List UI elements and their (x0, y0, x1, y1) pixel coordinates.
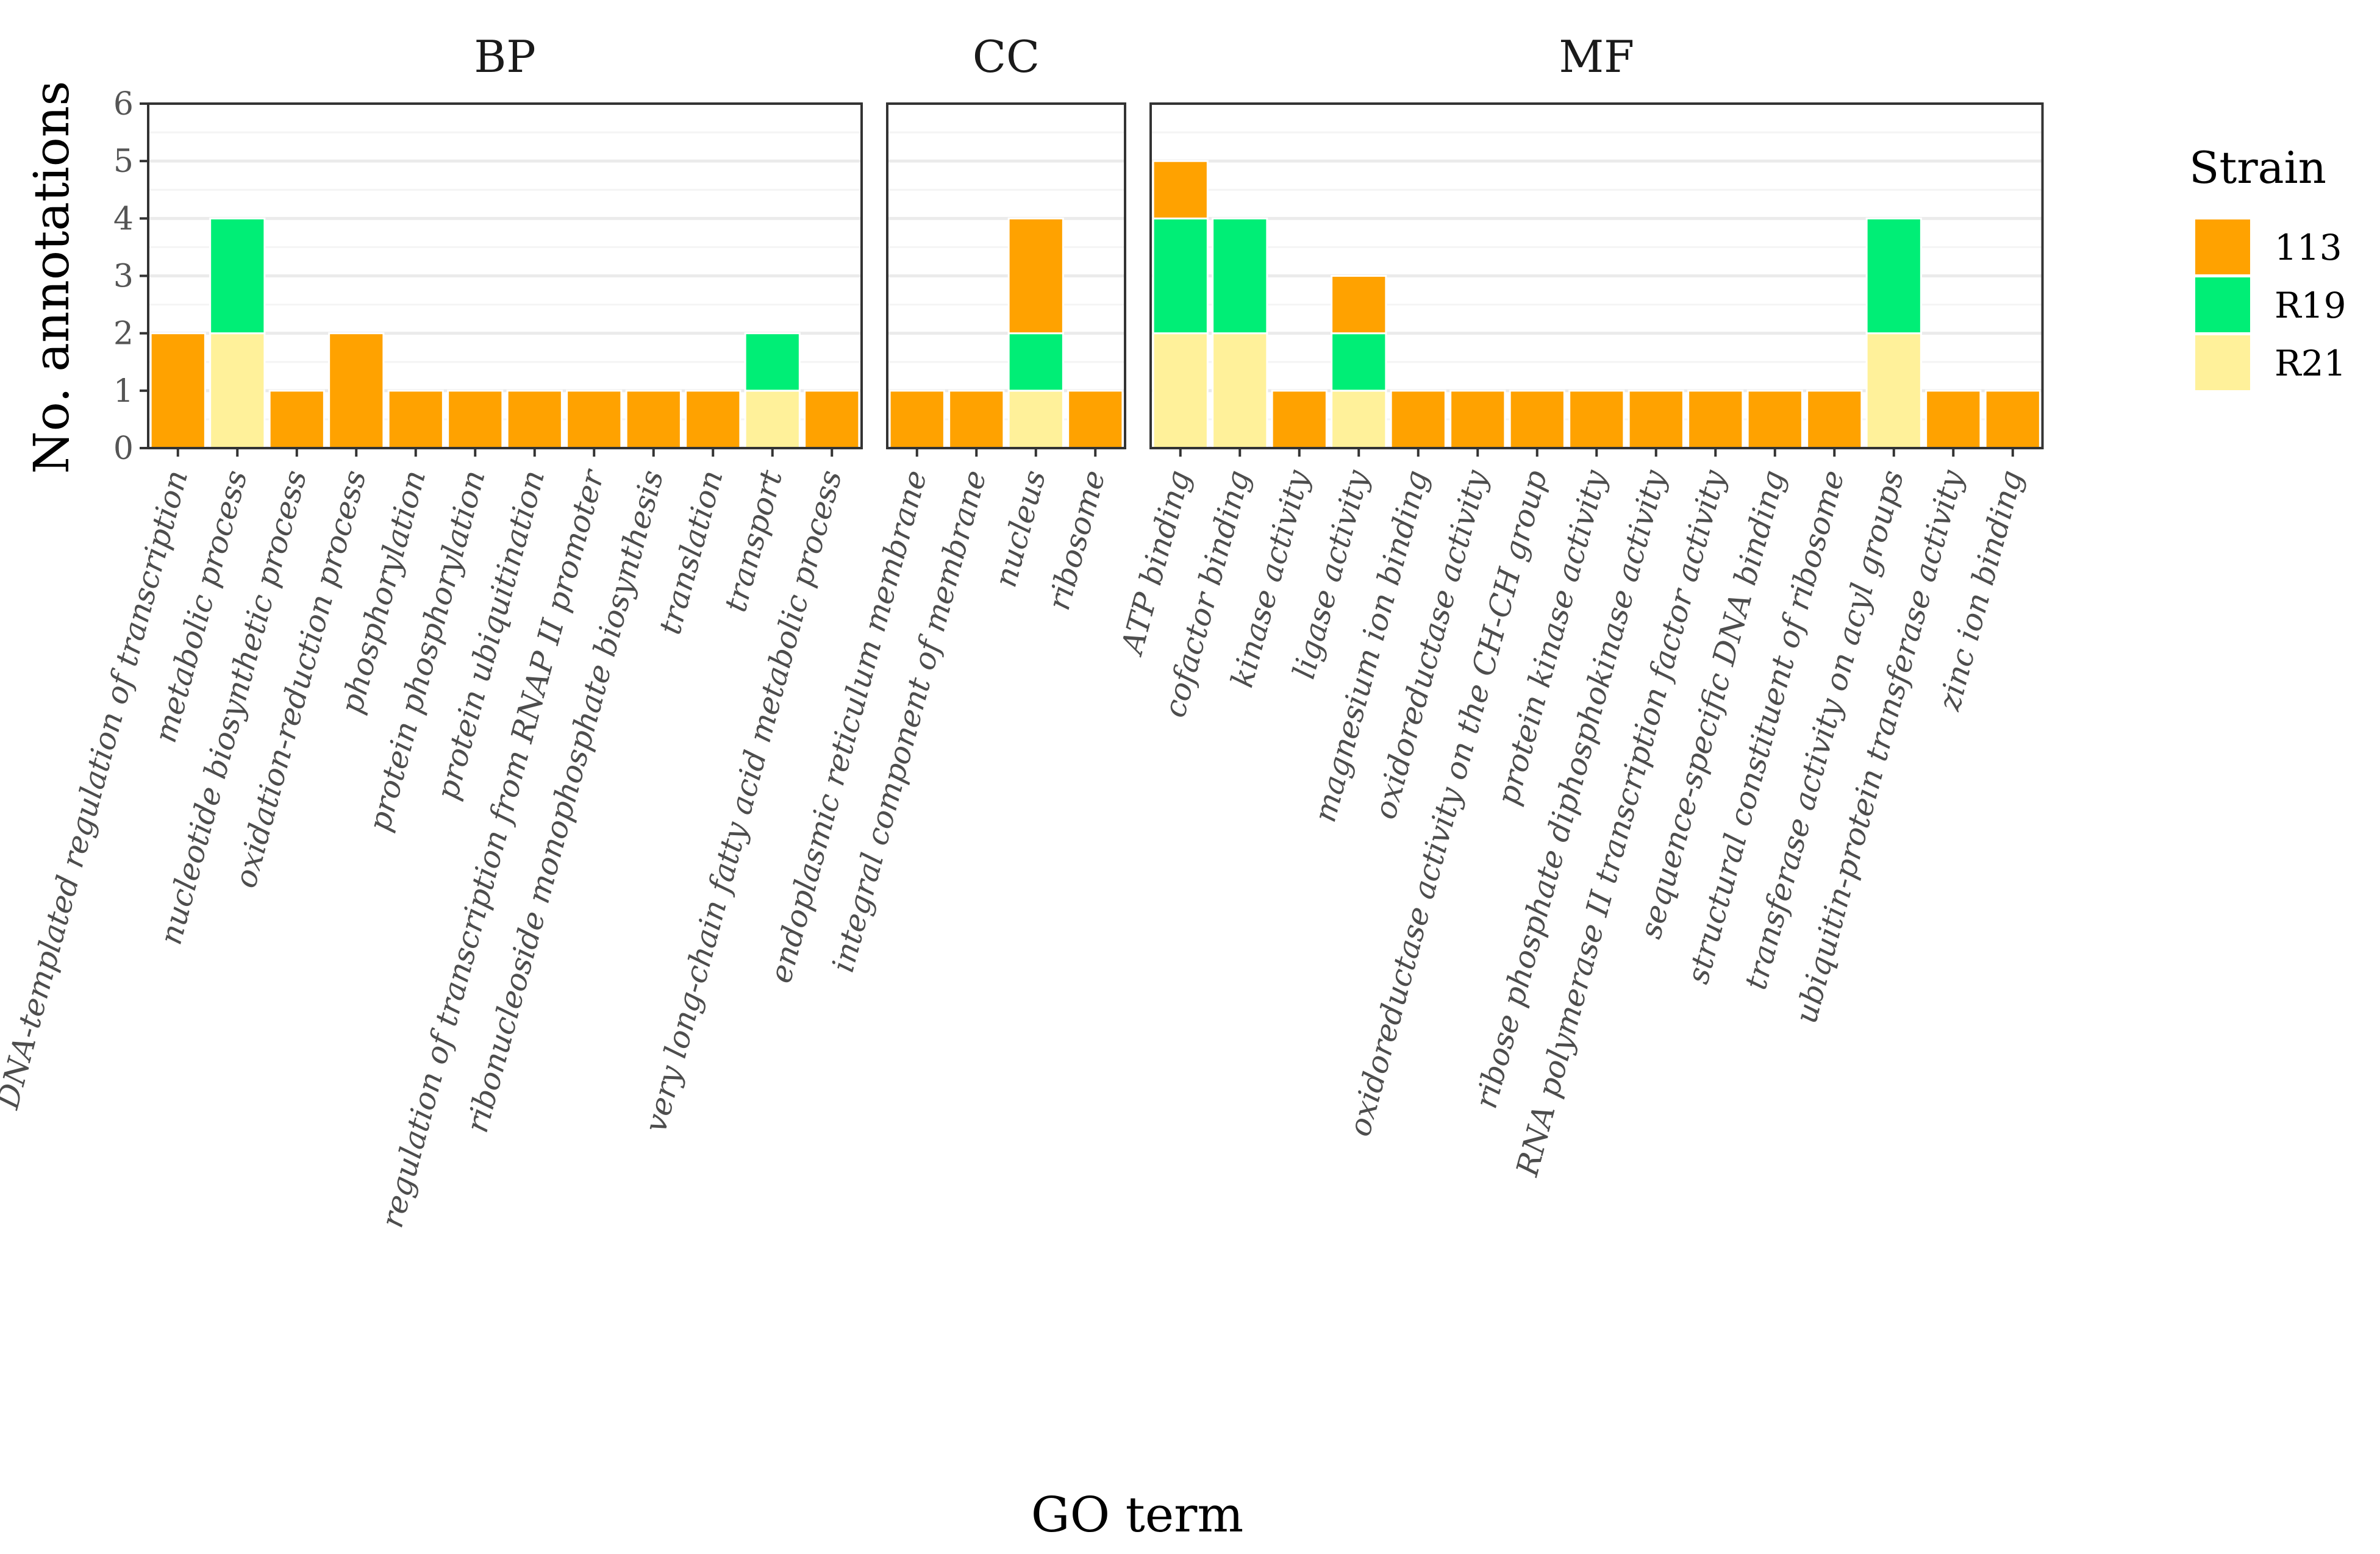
bar-atp-binding-r21 (1152, 332, 1209, 449)
y-tick-label: 6 (113, 86, 134, 123)
bar-ribosome-113 (1067, 390, 1124, 449)
bar-very-long-chain-fatty-acid-metabolic-process-113 (804, 390, 860, 449)
bar-metabolic-process-r19 (209, 217, 266, 335)
facet-label-mf: MF (1559, 31, 1634, 82)
category-label: ribosome (1041, 466, 1112, 614)
bar-translation-113 (685, 390, 742, 449)
legend-swatch-113 (2195, 219, 2250, 274)
y-tick-label: 3 (113, 258, 134, 295)
y-tick-label: 5 (113, 143, 134, 180)
bar-protein-ubiquitination-113 (506, 390, 563, 449)
bar-ligase-activity-r21 (1331, 390, 1387, 449)
bar-protein-phosphorylation-113 (447, 390, 504, 449)
bar-atp-binding-r19 (1152, 217, 1209, 335)
legend-label-r19: R19 (2275, 285, 2346, 326)
bar-transport-r19 (744, 332, 801, 392)
facet-panels: DNA-templated regulation of transcriptio… (0, 31, 2044, 1231)
bar-ribose-phosphate-diphosphokinase-activity-113 (1628, 390, 1684, 449)
bar-nucleus-r19 (1007, 332, 1064, 392)
bar-atp-binding-113 (1152, 160, 1209, 219)
legend-label-r21: R21 (2275, 343, 2346, 384)
category-label: DNA-templated regulation of transcriptio… (0, 466, 195, 1113)
bar-endoplasmic-reticulum-membrane-113 (888, 390, 945, 449)
category-label: nucleus (988, 466, 1053, 591)
facet-label-bp: BP (474, 31, 535, 82)
y-tick-label: 4 (113, 201, 134, 237)
bar-oxidoreductase-activity-113 (1449, 390, 1506, 449)
bar-ribonucleoside-monophosphate-biosynthesis-113 (625, 390, 682, 449)
bar-rna-polymerase-ii-transcription-factor-activity-113 (1687, 390, 1744, 449)
bar-nucleus-r21 (1007, 390, 1064, 449)
y-tick-label: 1 (113, 373, 134, 410)
legend-swatch-r19 (2195, 277, 2250, 332)
category-label: transport (718, 466, 790, 616)
bar-oxidation-reduction-process-113 (328, 332, 385, 449)
y-axis-title: No. annotations (23, 81, 80, 474)
y-tick-label: 0 (113, 430, 134, 467)
bar-kinase-activity-113 (1271, 390, 1328, 449)
bar-ligase-activity-r19 (1331, 332, 1387, 392)
bar-transferase-activity-on-acyl-groups-r21 (1865, 332, 1922, 449)
facet-label-cc: CC (973, 31, 1040, 82)
legend: Strain 113 R19 R21 (2189, 142, 2346, 390)
y-tick-label: 2 (113, 316, 134, 352)
legend-label-113: 113 (2275, 227, 2342, 268)
y-axis: 0 1 2 3 4 5 6 (113, 86, 148, 467)
panel-border (1149, 102, 2044, 449)
x-axis-title: GO term (1031, 1486, 1244, 1543)
bar-cofactor-binding-r21 (1212, 332, 1268, 449)
bar-sequence-specific-dna-binding-113 (1746, 390, 1803, 449)
bar-metabolic-process-r21 (209, 332, 266, 449)
bar-nucleus-113 (1007, 217, 1064, 335)
legend-title: Strain (2189, 142, 2326, 193)
bar-transport-r21 (744, 390, 801, 449)
panel-border (886, 102, 1126, 449)
bar-structural-constituent-of-ribosome-113 (1806, 390, 1863, 449)
bar-regulation-of-transcription-from-rnap-ii-promoter-113 (566, 390, 623, 449)
bar-protein-kinase-activity-113 (1568, 390, 1625, 449)
bar-integral-component-of-membrane-113 (948, 390, 1005, 449)
legend-swatch-r21 (2195, 335, 2250, 390)
bar-ligase-activity-113 (1331, 275, 1387, 335)
bar-magnesium-ion-binding-113 (1390, 390, 1446, 449)
bar-cofactor-binding-r19 (1212, 217, 1268, 335)
bar-transferase-activity-on-acyl-groups-r19 (1865, 217, 1922, 335)
bar-zinc-ion-binding-113 (1984, 390, 2041, 449)
bar-ubiquitin-protein-transferase-activity-113 (1925, 390, 1982, 449)
bar-nucleotide-biosynthetic-process-113 (268, 390, 325, 449)
bar-phosphorylation-113 (387, 390, 444, 449)
bar-oxidoreductase-activity-on-the-ch-ch-group-113 (1509, 390, 1565, 449)
bar-dna-templated-regulation-of-transcription-113 (149, 332, 206, 449)
